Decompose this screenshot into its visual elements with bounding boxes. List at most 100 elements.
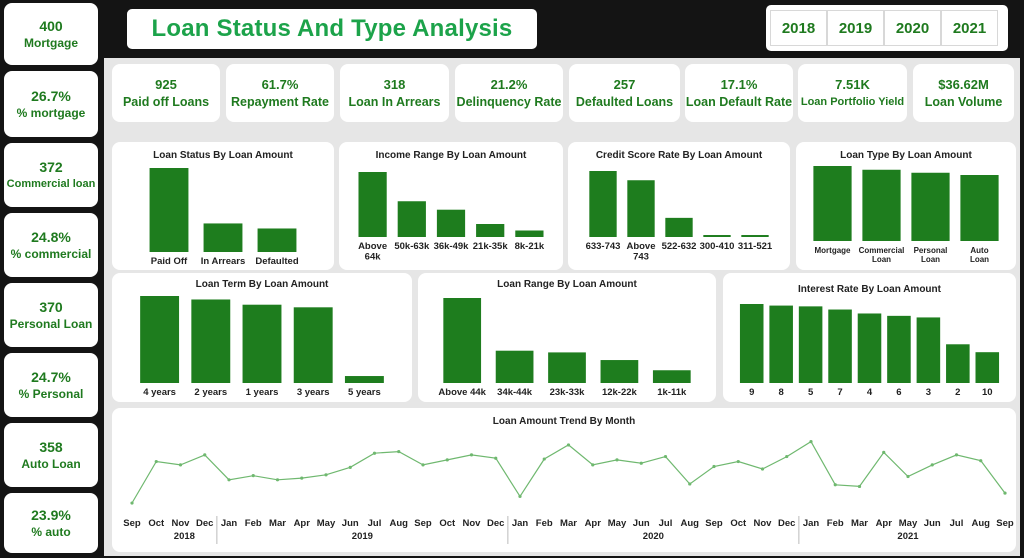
bar[interactable]	[916, 317, 941, 383]
trend-point[interactable]	[518, 494, 522, 498]
bar[interactable]	[476, 224, 505, 237]
bar[interactable]	[665, 217, 693, 237]
bar[interactable]	[813, 166, 852, 241]
month-label: Mar	[851, 518, 868, 529]
trend-point[interactable]	[688, 482, 692, 486]
x-tick-label: Personal Loan	[914, 246, 948, 264]
trend-point[interactable]	[324, 473, 328, 477]
trend-point[interactable]	[712, 464, 716, 469]
bar[interactable]	[627, 180, 655, 237]
month-label: Feb	[827, 518, 844, 529]
trend-point[interactable]	[130, 501, 134, 505]
kpi-label: Mortgage	[24, 36, 78, 50]
year-button-2018[interactable]: 2018	[770, 10, 827, 46]
bar[interactable]	[149, 168, 189, 252]
kpi-label: Repayment Rate	[231, 95, 329, 109]
bar[interactable]	[739, 304, 764, 383]
trend-point[interactable]	[663, 454, 668, 459]
bar[interactable]	[652, 370, 691, 383]
trend-point[interactable]	[785, 454, 789, 459]
trend-point[interactable]	[930, 463, 934, 467]
kpi-value: 925	[155, 77, 177, 92]
bar[interactable]	[242, 304, 282, 383]
trend-point[interactable]	[857, 484, 862, 489]
trend-point[interactable]	[469, 453, 474, 457]
trend-point[interactable]	[445, 458, 449, 462]
trend-line[interactable]	[131, 440, 1006, 504]
trend-point[interactable]	[421, 463, 425, 467]
loan-volume-card: $36.62M Loan Volume	[913, 64, 1014, 122]
trend-point[interactable]	[154, 459, 158, 464]
bar[interactable]	[589, 171, 617, 237]
x-tick-label: 4	[867, 387, 873, 398]
trend-point[interactable]	[372, 451, 377, 455]
bar[interactable]	[140, 296, 180, 383]
bar[interactable]	[344, 376, 384, 383]
year-button-2020[interactable]: 2020	[884, 10, 941, 46]
bar[interactable]	[203, 223, 243, 252]
month-label: Jan	[512, 518, 529, 529]
title-box: Loan Status And Type Analysis	[127, 9, 537, 49]
loan-trend-line-chart: Sep Oct Nov Dec Jan Feb Mar Apr May Jun Jul Aug Sep O…	[123, 440, 1014, 544]
kpi-label: Loan Volume	[924, 95, 1003, 109]
header: Loan Status And Type Analysis 2018 2019 …	[104, 3, 1020, 55]
bar[interactable]	[191, 299, 231, 383]
trend-point[interactable]	[178, 463, 183, 467]
bar[interactable]	[515, 230, 544, 238]
trend-point[interactable]	[542, 457, 546, 461]
trend-point[interactable]	[591, 463, 595, 467]
bar[interactable]	[548, 352, 586, 383]
trend-point[interactable]	[494, 456, 498, 460]
bar[interactable]	[946, 344, 970, 383]
trend-point[interactable]	[979, 459, 983, 463]
bar[interactable]	[862, 169, 901, 241]
x-tick-label: 3	[926, 387, 931, 398]
x-tick-label: 50k-63k	[394, 241, 430, 252]
bar[interactable]	[798, 306, 823, 383]
kpi-value: 26.7%	[31, 88, 71, 104]
trend-point[interactable]	[397, 449, 401, 454]
kpi-value: 24.8%	[31, 229, 71, 245]
year-button-2019[interactable]: 2019	[827, 10, 884, 46]
x-tick-label: 8	[779, 387, 784, 398]
bar[interactable]	[443, 298, 482, 383]
bar[interactable]	[257, 228, 297, 252]
x-tick-label: 12k-22k	[602, 387, 638, 398]
trend-point[interactable]	[275, 478, 280, 482]
trend-point[interactable]	[203, 453, 207, 457]
bar[interactable]	[703, 235, 731, 237]
bar[interactable]	[741, 235, 769, 237]
trend-point[interactable]	[300, 476, 304, 480]
bar[interactable]	[975, 352, 1000, 383]
bar[interactable]	[495, 350, 534, 383]
trend-point[interactable]	[954, 453, 959, 457]
bar[interactable]	[960, 175, 999, 241]
kpi-label: Loan Default Rate	[685, 95, 793, 109]
trend-point[interactable]	[906, 474, 910, 479]
trend-point[interactable]	[833, 483, 837, 487]
bar[interactable]	[293, 307, 333, 383]
trend-point[interactable]	[760, 467, 765, 471]
bar[interactable]	[887, 315, 911, 383]
trend-point[interactable]	[615, 458, 619, 462]
year-button-2021[interactable]: 2021	[941, 10, 998, 46]
credit-score-bar-chart: 633-743 Above 743 522-632 300-410 311-521	[586, 171, 773, 263]
trend-point[interactable]	[566, 443, 571, 447]
trend-point[interactable]	[348, 465, 352, 469]
bar[interactable]	[358, 172, 387, 237]
trend-point[interactable]	[1003, 491, 1007, 495]
bar[interactable]	[600, 360, 639, 383]
bar[interactable]	[828, 309, 852, 383]
bar[interactable]	[397, 201, 426, 237]
kpi-value: 7.51K	[835, 77, 870, 92]
bar[interactable]	[857, 313, 882, 383]
bar[interactable]	[769, 305, 793, 383]
trend-point[interactable]	[736, 459, 740, 464]
trend-point[interactable]	[809, 440, 813, 444]
trend-point[interactable]	[882, 450, 886, 455]
trend-point[interactable]	[227, 478, 231, 482]
bar[interactable]	[436, 209, 466, 237]
trend-point[interactable]	[251, 474, 255, 478]
bar[interactable]	[911, 172, 950, 241]
trend-point[interactable]	[639, 461, 643, 465]
